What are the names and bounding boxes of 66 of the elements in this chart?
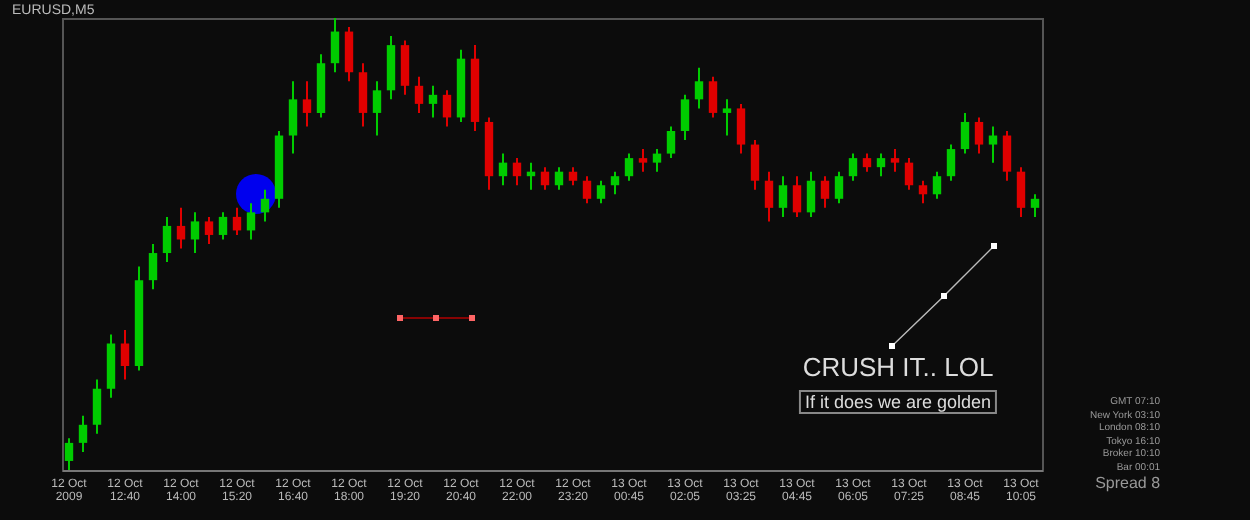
candlestick — [232, 206, 242, 236]
candlestick — [358, 62, 368, 128]
candlestick — [568, 166, 578, 187]
candlestick — [764, 170, 774, 223]
candlestick — [610, 170, 620, 196]
candlestick — [106, 333, 116, 399]
candlestick — [78, 414, 88, 453]
candlestick — [414, 75, 424, 114]
candlestick — [792, 175, 802, 218]
candlestick — [932, 170, 942, 200]
candlestick — [708, 75, 718, 119]
candlestick — [386, 35, 396, 101]
candlestick — [666, 125, 676, 160]
candlestick — [162, 215, 172, 264]
annotation: If it does we are golden — [798, 390, 998, 414]
candlestick — [848, 152, 858, 182]
candlestick — [92, 378, 102, 435]
candlestick — [918, 179, 928, 205]
candlestick — [148, 243, 158, 291]
candlestick — [498, 152, 508, 187]
candlestick — [736, 102, 746, 155]
candlestick — [218, 211, 228, 241]
candlestick — [372, 80, 382, 137]
candlestick — [596, 179, 606, 205]
candlestick — [260, 188, 270, 223]
candlestick — [512, 157, 522, 187]
candlestick — [834, 170, 844, 205]
candlestick — [302, 80, 312, 128]
candlestick — [974, 116, 984, 155]
candlestick — [820, 175, 830, 209]
candlestick — [988, 125, 998, 164]
candlestick — [680, 93, 690, 142]
candlestick — [862, 152, 872, 173]
candlestick — [442, 89, 452, 128]
candlestick — [624, 152, 634, 182]
candlestick — [960, 111, 970, 155]
text: Spread 8 — [1093, 474, 1161, 494]
candlestick — [1002, 130, 1012, 182]
candlestick — [778, 175, 788, 218]
candlestick — [652, 148, 662, 173]
candlestick — [554, 166, 564, 191]
candlestick — [120, 328, 130, 381]
candlestick — [330, 17, 340, 74]
candlestick — [946, 143, 956, 182]
candlestick — [876, 152, 886, 178]
candlestick — [344, 26, 354, 83]
candlestick — [722, 98, 732, 137]
candlestick — [246, 202, 256, 241]
candlestick — [1016, 166, 1026, 218]
candlestick — [204, 215, 214, 245]
candlestick — [190, 211, 200, 255]
candlestick — [176, 206, 186, 250]
candlestick — [582, 175, 592, 205]
candlestick — [694, 66, 704, 110]
candlestick — [428, 84, 438, 119]
annotation: CRUSH IT.. LOL — [802, 352, 994, 382]
candlestick — [806, 170, 816, 218]
candlestick — [288, 80, 298, 155]
candlestick — [540, 166, 550, 191]
candlestick — [750, 139, 760, 191]
candlestick — [904, 157, 914, 191]
candlestick — [890, 148, 900, 173]
candlestick — [638, 148, 648, 173]
candlestick — [64, 437, 74, 471]
candlestick — [1030, 193, 1040, 218]
candlestick — [400, 39, 410, 96]
